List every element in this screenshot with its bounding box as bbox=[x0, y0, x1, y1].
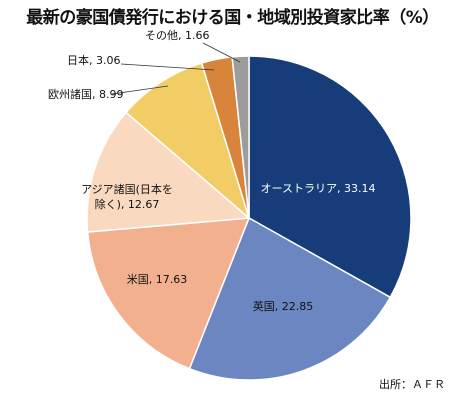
leader-line bbox=[202, 42, 241, 63]
source-note: 出所：ＡＦＲ bbox=[379, 378, 445, 391]
slice-label: 英国, 22.85 bbox=[253, 299, 313, 313]
slice-label: 米国, 17.63 bbox=[127, 273, 187, 286]
pie-slice bbox=[248, 55, 412, 299]
leader-line bbox=[111, 85, 169, 95]
pie-slice bbox=[231, 55, 250, 219]
slice-label: 日本, 3.06 bbox=[67, 53, 121, 67]
slice-label: オーストラリア, 33.14 bbox=[261, 182, 376, 195]
pie-slice bbox=[86, 111, 251, 233]
leader-line bbox=[120, 63, 215, 71]
slice-label: 欧州諸国, 8.99 bbox=[48, 87, 124, 101]
slice-label: その他, 1.66 bbox=[145, 29, 210, 42]
pie-slice bbox=[86, 217, 251, 370]
slice-label: アジア諸国(日本を除く), 12.67 bbox=[81, 182, 173, 211]
pie-slice bbox=[125, 62, 251, 221]
pie-slice bbox=[188, 216, 392, 381]
chart-title: 最新の豪国債発行における国・地域別投資家比率（%） bbox=[26, 8, 439, 28]
